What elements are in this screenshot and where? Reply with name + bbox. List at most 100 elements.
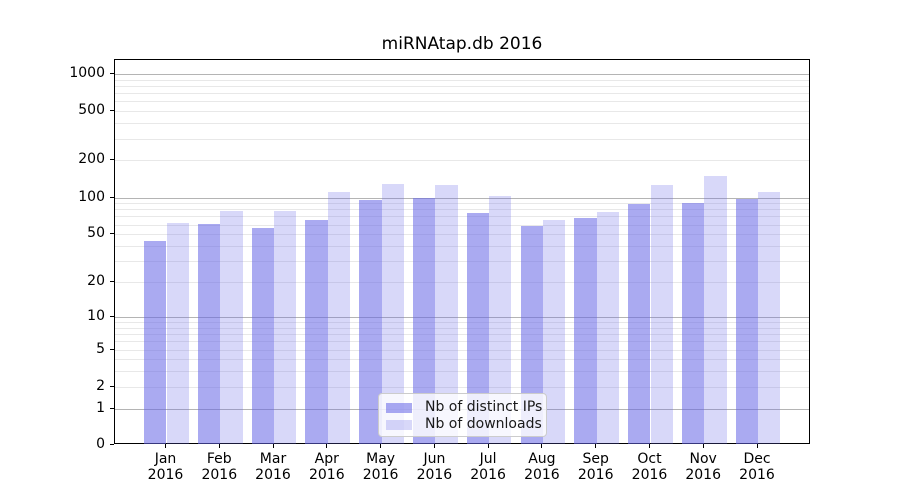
y-tick-mark: [110, 407, 114, 409]
bar-downloads-feb: [220, 210, 243, 444]
legend-label-distinct-ips: Nb of distinct IPs: [425, 399, 543, 415]
legend-item-downloads: Nb of downloads: [386, 416, 542, 433]
x-tick-mark: [165, 444, 166, 448]
gridline-minor: [115, 349, 809, 351]
gridline-minor: [115, 79, 809, 81]
x-tick-mark: [272, 444, 274, 448]
plot-area: Nb of distinct IPs Nb of downloads: [114, 59, 810, 444]
bar-distinct-ips-aug: [520, 226, 543, 444]
bar-downloads-jun: [435, 185, 458, 444]
y-tick-label: 200: [78, 151, 105, 168]
y-tick-mark: [110, 444, 114, 445]
y-tick-mark: [110, 196, 114, 198]
x-tick-label: May 2016: [362, 451, 399, 483]
y-tick-mark: [110, 385, 114, 387]
x-tick-label: Oct 2016: [631, 451, 668, 483]
y-tick-label: 50: [87, 225, 105, 242]
gridline-minor: [115, 341, 809, 343]
x-tick-label: Jul 2016: [470, 451, 506, 483]
gridline-minor: [115, 327, 809, 329]
gridline-minor: [115, 224, 809, 226]
y-tick-label: 2: [96, 377, 105, 394]
y-tick-mark: [110, 281, 114, 282]
x-tick-label: Apr 2016: [308, 451, 345, 483]
y-tick-label: 10: [87, 307, 105, 324]
y-tick-label: 1000: [69, 64, 105, 81]
bar-downloads-apr: [327, 192, 351, 444]
bar-distinct-ips-nov: [681, 202, 705, 444]
gridline-minor: [115, 246, 809, 247]
bar-distinct-ips-feb: [197, 223, 221, 444]
bar-downloads-mar: [274, 210, 297, 444]
legend-item-distinct-ips: Nb of distinct IPs: [386, 399, 542, 416]
gridline-minor: [115, 111, 809, 113]
x-tick-label: Jan 2016: [147, 451, 184, 483]
x-tick-mark: [380, 444, 382, 448]
x-tick-mark: [541, 444, 543, 448]
bar-distinct-ips-jan: [144, 241, 167, 444]
x-tick-mark: [649, 444, 650, 448]
gridline-minor: [115, 261, 809, 263]
gridline-major: [115, 197, 809, 199]
gridline-minor: [115, 93, 809, 95]
y-tick-mark: [110, 233, 114, 235]
y-tick-label: 20: [87, 273, 105, 289]
y-tick-label: 0: [96, 436, 105, 452]
gridline-major: [115, 316, 809, 318]
gridline-minor: [115, 359, 809, 361]
legend-swatch-distinct-ips-icon: [386, 402, 412, 413]
y-tick-label: 500: [78, 102, 105, 119]
y-tick-label: 100: [78, 188, 105, 205]
bar-distinct-ips-dec: [735, 199, 758, 444]
gridline-minor: [115, 386, 809, 388]
y-tick-mark: [110, 159, 114, 161]
gridline-minor: [115, 322, 809, 323]
bar-distinct-ips-oct: [628, 204, 651, 444]
bar-distinct-ips-jun: [413, 197, 436, 444]
x-tick-mark: [433, 444, 435, 448]
x-tick-mark: [487, 444, 489, 448]
y-tick-mark: [110, 110, 114, 112]
legend-swatch-downloads-icon: [386, 419, 412, 430]
bar-downloads-jul: [489, 195, 512, 444]
y-tick-mark: [110, 72, 114, 74]
x-tick-mark: [326, 444, 328, 448]
bar-downloads-oct: [650, 185, 673, 444]
x-tick-mark: [702, 444, 704, 448]
gridline-minor: [115, 334, 809, 335]
bar-downloads-may: [381, 183, 404, 444]
gridline-minor: [115, 123, 809, 125]
y-tick-mark: [110, 315, 114, 317]
bar-downloads-jan: [166, 222, 189, 444]
x-tick-label: Sep 2016: [577, 451, 614, 483]
gridline-minor: [115, 85, 809, 87]
x-tick-label: Aug 2016: [524, 451, 560, 483]
x-tick-label: Nov 2016: [685, 451, 721, 483]
x-tick-mark: [218, 444, 220, 448]
gridline-minor: [115, 138, 809, 140]
bar-downloads-sep: [596, 212, 620, 444]
x-tick-label: Jun 2016: [416, 451, 453, 483]
bar-downloads-nov: [704, 175, 727, 444]
bar-distinct-ips-mar: [251, 228, 274, 444]
y-tick-label: 5: [96, 340, 105, 357]
bar-downloads-dec: [758, 191, 781, 444]
gridline-minor: [115, 209, 809, 211]
gridline-minor: [115, 282, 809, 283]
gridline-minor: [115, 101, 809, 103]
gridline-minor: [115, 216, 809, 218]
bar-distinct-ips-may: [359, 199, 382, 444]
gridline-minor: [115, 160, 809, 162]
x-tick-label: Mar 2016: [255, 451, 291, 483]
gridline-minor: [115, 203, 809, 205]
x-tick-label: Dec 2016: [739, 451, 775, 483]
gridline-minor: [115, 234, 809, 236]
bar-distinct-ips-sep: [574, 218, 597, 444]
x-tick-label: Feb 2016: [201, 451, 238, 483]
gridline-major: [115, 73, 809, 75]
y-tick-label: 1: [96, 399, 105, 416]
legend: Nb of distinct IPs Nb of downloads: [378, 393, 547, 437]
bar-downloads-aug: [542, 219, 566, 444]
x-tick-mark: [756, 444, 758, 448]
